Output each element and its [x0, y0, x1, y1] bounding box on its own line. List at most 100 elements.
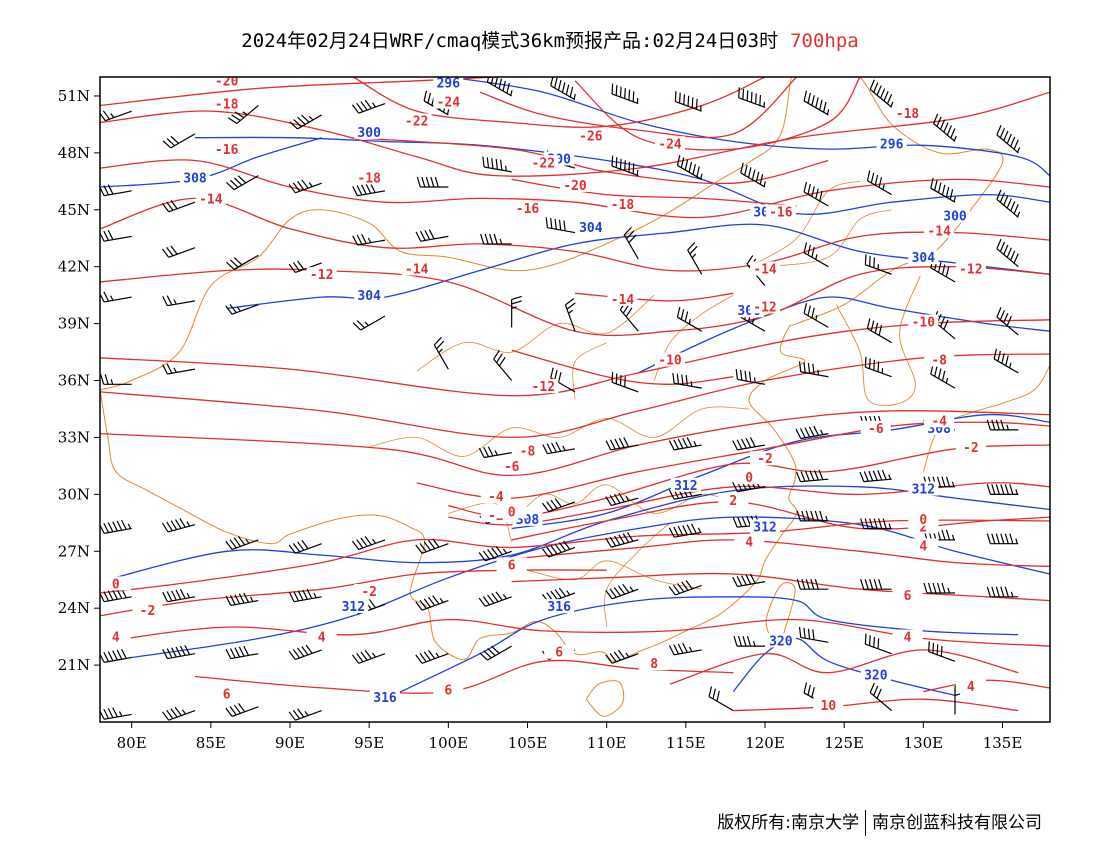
- contour-label: 0: [508, 505, 516, 520]
- wind-barb: [611, 83, 639, 105]
- wind-barb: [798, 627, 829, 643]
- geopotential-line: [511, 413, 1050, 530]
- contour-label: -2: [140, 604, 156, 619]
- contour-label-bg: [354, 124, 385, 139]
- contour-label: -18: [357, 171, 381, 186]
- contour-label: 304: [357, 289, 381, 304]
- temperature-line: [511, 572, 1050, 602]
- y-axis-ticks: 51N 48N 45N 42N 39N 36N 33N 30N 27N 24N 21N: [58, 87, 100, 674]
- contour-label: -20: [215, 75, 239, 90]
- contour-label-bg: [211, 77, 242, 88]
- contour-label-bg: [306, 267, 337, 282]
- contour-label-bg: [892, 587, 923, 602]
- wind-barb: [732, 437, 766, 451]
- geopotential-line: [100, 137, 322, 188]
- country-boundary: [100, 77, 1004, 662]
- y-tick-label: 24N: [58, 599, 90, 617]
- y-tick-label: 27N: [58, 542, 90, 560]
- wind-barb: [550, 77, 576, 101]
- wind-barb: [351, 536, 386, 551]
- contour-label-bg: [955, 678, 986, 693]
- footer-divider: [865, 810, 866, 836]
- x-tick-label: 100E: [429, 734, 469, 752]
- contour-label: -10: [912, 316, 936, 331]
- wind-barb: [732, 573, 766, 588]
- geopotential-line: [448, 77, 1050, 177]
- wind-barb: [611, 371, 639, 393]
- wind-barb: [225, 592, 259, 607]
- wind-barb: [605, 532, 639, 548]
- geopotential-line: [131, 516, 1050, 659]
- wind-barb: [288, 588, 322, 603]
- wind-barb: [416, 176, 449, 188]
- wind-barb: [611, 155, 639, 177]
- geopotential-line: [638, 296, 1050, 374]
- contour-label-bg: [354, 288, 385, 303]
- contour-label: 4: [318, 631, 326, 646]
- x-tick-label: 120E: [745, 734, 785, 752]
- contour-label: 300: [357, 126, 381, 141]
- contour-label-bg: [750, 519, 780, 534]
- temperature-line: [511, 178, 797, 207]
- contour-label: 2: [919, 521, 927, 536]
- geopotential-contours: [100, 77, 1050, 700]
- contour-label: 0: [919, 513, 927, 528]
- contour-label-bg: [955, 439, 986, 454]
- province-line: [416, 294, 655, 372]
- contour-label-bg: [354, 584, 385, 598]
- contour-label-bg: [306, 629, 337, 644]
- temperature-line: [100, 266, 1050, 337]
- contour-label: 4: [112, 631, 120, 646]
- contour-label: -12: [310, 268, 333, 283]
- contour-label-bg: [940, 208, 970, 223]
- contour-label: -2: [361, 585, 377, 600]
- contour-label: -12: [532, 380, 555, 395]
- contour-label-bg: [734, 534, 765, 549]
- wind-barb: [605, 583, 639, 600]
- x-tick-label: 90E: [275, 734, 305, 752]
- contour-label: 10: [821, 699, 837, 714]
- temperature-line: [100, 353, 1050, 439]
- contour-label-bg: [180, 170, 210, 185]
- contour-label-bg: [496, 557, 527, 572]
- contour-label: 312: [912, 483, 935, 498]
- wind-barb: [479, 645, 512, 661]
- province-line: [748, 180, 861, 268]
- contour-label: -6: [504, 460, 520, 475]
- temperature-line: [574, 77, 861, 151]
- contour-label: 4: [745, 536, 753, 551]
- contour-label-bg: [655, 136, 685, 151]
- temperature-line: [353, 137, 829, 185]
- contour-label: -16: [516, 202, 540, 217]
- contour-label-bg: [924, 352, 955, 367]
- x-tick-label: 95E: [354, 734, 384, 752]
- temperature-line: [352, 77, 766, 128]
- contour-label: -22: [532, 156, 555, 171]
- contour-label-bg: [955, 261, 986, 276]
- contour-label-bg: [211, 141, 242, 156]
- wind-barb: [162, 363, 196, 375]
- wind-barb: [996, 238, 1019, 268]
- y-tick-label: 30N: [58, 485, 90, 503]
- contour-label: -4: [488, 490, 504, 505]
- wind-barb: [986, 419, 1019, 431]
- wind-barb: [486, 77, 513, 97]
- wind-barb: [289, 114, 322, 130]
- wind-barb: [351, 649, 386, 664]
- contour-label-bg: [528, 155, 559, 170]
- y-tick-label: 36N: [58, 372, 90, 390]
- province-line: [764, 209, 892, 268]
- contour-label: -18: [896, 107, 920, 122]
- map-title: 2024年02月24日WRF/cmaq模式36km预报产品:02月24日03时 7…: [0, 26, 1100, 53]
- contour-label-bg: [607, 197, 638, 211]
- province-line: [527, 560, 702, 590]
- wind-barb: [415, 229, 449, 242]
- contour-label: 300: [943, 209, 967, 224]
- temperature-line: [100, 77, 510, 107]
- wind-barb: [740, 162, 766, 188]
- contour-label-bg: [924, 413, 955, 428]
- contour-label: -2: [963, 441, 979, 456]
- wind-barb: [288, 708, 322, 721]
- contour-label-bg: [195, 191, 226, 206]
- wind-barb: [733, 635, 765, 647]
